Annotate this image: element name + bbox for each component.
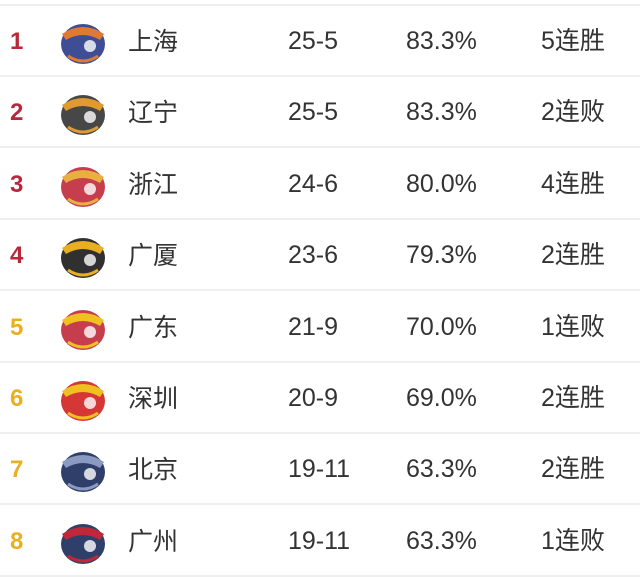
win-loss-record: 24-6: [288, 169, 339, 198]
golden-bulls-logo-icon: [61, 166, 105, 207]
sharks-logo-icon: [61, 24, 105, 64]
team-name: 北京: [128, 455, 179, 485]
rank: 5: [10, 313, 24, 341]
table-row[interactable]: 6 深圳 20-9 69.0% 2连胜: [0, 363, 640, 434]
streak: 2连败: [541, 98, 605, 127]
team-name: 浙江: [128, 169, 179, 199]
lions-logo-icon: [61, 238, 105, 279]
table-row[interactable]: 4 广厦 23-6 79.3% 2连胜: [0, 220, 640, 292]
win-percentage: 80.0%: [406, 169, 477, 198]
win-loss-record: 21-9: [288, 312, 339, 341]
win-loss-record: 25-5: [288, 98, 339, 127]
win-loss-record: 19-11: [288, 526, 351, 555]
streak: 4连胜: [541, 169, 605, 198]
leopards-logo-icon: [61, 95, 105, 136]
win-percentage: 70.0%: [406, 312, 477, 341]
win-percentage: 69.0%: [406, 384, 477, 412]
table-row[interactable]: 1 上海 25-5 83.3% 5连胜: [0, 6, 640, 77]
table-row[interactable]: 5 广东 21-9 70.0% 1连败: [0, 292, 640, 363]
streak: 2连胜: [541, 384, 605, 412]
team-name: 辽宁: [128, 98, 179, 128]
table-row[interactable]: 2 辽宁 25-5 83.3% 2连败: [0, 77, 640, 149]
streak: 2连胜: [541, 455, 605, 484]
rank: 3: [10, 170, 24, 198]
win-loss-record: 20-9: [288, 384, 339, 412]
win-loss-record: 25-5: [288, 27, 339, 55]
team-name: 广东: [128, 312, 179, 342]
leopards-sz-logo-icon: [61, 381, 105, 421]
rank: 6: [10, 385, 24, 412]
streak: 2连胜: [541, 241, 605, 270]
divider: [0, 4, 640, 6]
win-percentage: 79.3%: [406, 241, 477, 270]
table-row[interactable]: 3 浙江 24-6 80.0% 4连胜: [0, 149, 640, 220]
win-loss-record: 23-6: [288, 241, 339, 270]
loong-lions-logo-icon: [61, 523, 105, 564]
team-name: 上海: [128, 27, 179, 56]
team-name: 广厦: [128, 241, 179, 271]
rank: 4: [10, 242, 24, 270]
team-name: 深圳: [128, 384, 179, 413]
streak: 5连胜: [541, 27, 605, 55]
table-row[interactable]: 7 北京 19-11 63.3% 2连胜: [0, 434, 640, 506]
team-name: 广州: [128, 526, 179, 556]
streak: 1连败: [541, 312, 605, 341]
win-percentage: 83.3%: [406, 27, 477, 55]
win-percentage: 63.3%: [406, 455, 477, 484]
win-loss-record: 19-11: [288, 455, 351, 484]
ducks-logo-icon: [61, 452, 105, 493]
win-percentage: 83.3%: [406, 98, 477, 127]
streak: 1连败: [541, 526, 605, 555]
rank: 8: [10, 527, 24, 555]
table-row[interactable]: 8 广州 19-11 63.3% 1连败: [0, 506, 640, 577]
win-percentage: 63.3%: [406, 526, 477, 555]
rank: 1: [10, 28, 24, 55]
rank: 7: [10, 456, 24, 484]
rank: 2: [10, 99, 24, 127]
southern-tigers-logo-icon: [61, 309, 105, 350]
